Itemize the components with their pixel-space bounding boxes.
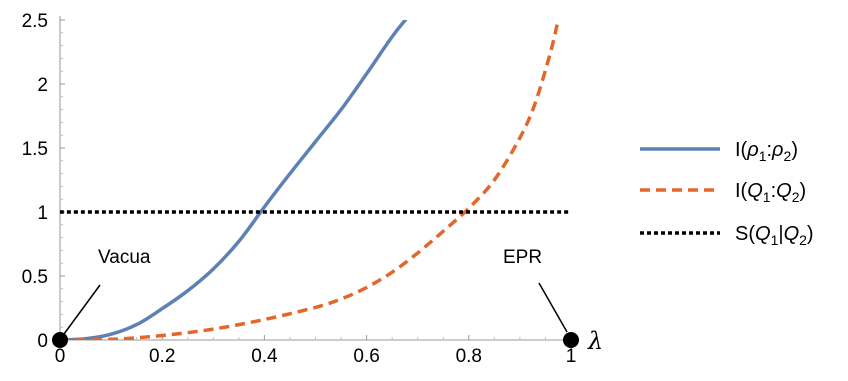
y-tick-label: 0 [37, 331, 48, 352]
legend-prefix: I( [735, 139, 748, 161]
x-axis-label: λ [587, 327, 603, 355]
x-tick-label: 0 [55, 346, 66, 367]
y-tick-label: 1 [37, 203, 48, 224]
x-tick-label: 1 [566, 346, 577, 367]
legend-sub-b: 2 [792, 189, 800, 205]
legend-entry-2: S(Q1|Q2) [735, 223, 814, 248]
y-tick-label: 2 [37, 75, 48, 96]
legend-symbol-a: Q [747, 180, 763, 202]
legend-entry-1: I(Q1:Q2) [735, 180, 806, 205]
y-tick-label: 1.5 [22, 139, 48, 160]
x-tick-label: 0.4 [251, 346, 278, 367]
legend-sub-a: 1 [759, 148, 767, 164]
legend-sub-a: 1 [771, 232, 779, 248]
series-line-0 [60, 20, 408, 340]
legend-prefix: S( [735, 223, 755, 245]
y-tick-label: 2.5 [22, 11, 48, 32]
epr-label: EPR [503, 247, 542, 268]
vacua-pointer [63, 284, 101, 335]
legend-symbol-a: Q [755, 223, 771, 245]
legend-symbol-a: ρ [746, 139, 758, 161]
chart-series [60, 20, 571, 340]
legend-suffix: ) [791, 139, 798, 161]
y-tick-label: 0.5 [22, 267, 48, 288]
legend-sep: : [766, 139, 772, 161]
legend-sub-a: 1 [763, 189, 771, 205]
chart-axes: 0 0.2 0.4 0.6 0.8 1 0 0.5 1 1.5 2 2.5 [22, 11, 577, 367]
legend-entry-0: I(ρ1:ρ2) [735, 139, 798, 164]
x-tick-label: 0.2 [149, 346, 175, 367]
legend-symbol-b: Q [776, 180, 792, 202]
x-tick-label: 0.6 [353, 346, 379, 367]
legend-suffix: ) [800, 180, 807, 202]
legend-sep: : [771, 180, 777, 202]
chart-legend: I(ρ1:ρ2)I(Q1:Q2)S(Q1|Q2) [640, 139, 814, 248]
legend-symbol-b: Q [784, 223, 800, 245]
legend-sub-b: 2 [799, 232, 807, 248]
series-line-1 [60, 20, 560, 340]
epr-pointer [538, 282, 568, 333]
x-tick-label: 0.8 [456, 346, 482, 367]
epr-point [563, 332, 579, 348]
legend-sep: | [778, 223, 783, 245]
vacua-label: Vacua [98, 247, 151, 268]
legend-sub-b: 2 [784, 148, 792, 164]
chart-annotations: Vacua EPR [52, 247, 579, 348]
legend-symbol-b: ρ [771, 139, 783, 161]
legend-prefix: I( [735, 180, 748, 202]
vacua-point [52, 332, 68, 348]
legend-suffix: ) [807, 223, 814, 245]
